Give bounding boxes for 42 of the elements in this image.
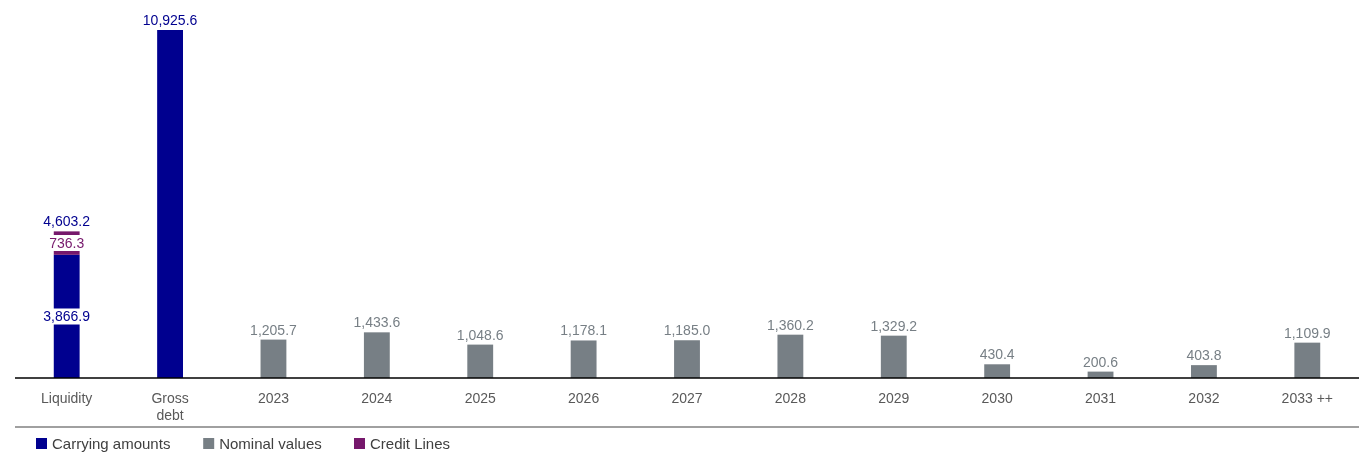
legend-label: Credit Lines	[370, 435, 451, 452]
x-tick-label: 2032	[1188, 390, 1220, 406]
x-tick-label: 2024	[361, 390, 393, 406]
bar	[570, 340, 597, 378]
bar	[157, 30, 183, 378]
data-label: 1,329.2	[870, 317, 918, 334]
x-tick-label: 2026	[568, 390, 600, 406]
bar	[1294, 342, 1321, 378]
bar	[777, 334, 804, 378]
x-tick-label: 2025	[464, 390, 497, 406]
x-tick-label: 2029	[878, 390, 910, 406]
bar	[1191, 365, 1217, 378]
x-tick-label: Gross debt	[151, 390, 189, 423]
x-tick-label: 2027	[671, 390, 703, 406]
x-tick-label: 2031	[1084, 390, 1117, 406]
data-label: 1,048.6	[456, 326, 504, 343]
data-label: 1,433.6	[353, 314, 401, 331]
legend-label: Carrying amounts	[52, 435, 171, 452]
bar	[880, 335, 907, 378]
data-label: 3,866.9	[43, 308, 91, 325]
data-label: 1,205.7	[250, 321, 298, 338]
data-label: 1,185.0	[663, 322, 711, 339]
bar	[260, 339, 287, 378]
data-label: 1,360.2	[767, 316, 814, 333]
x-tick-label: 2030	[981, 390, 1013, 406]
data-label: 736.3	[49, 235, 85, 252]
data-label: 200.6	[1083, 353, 1119, 370]
x-tick-label: Liquidity	[41, 390, 93, 406]
total-label: 4,603.2	[43, 213, 91, 230]
data-label: 1,178.1	[560, 322, 608, 339]
bar	[674, 340, 700, 378]
data-label: 403.8	[1186, 347, 1222, 364]
data-label: 430.4	[979, 346, 1015, 363]
legend-label: Nominal values	[219, 435, 322, 452]
bar	[984, 364, 1011, 378]
x-tick-label: 2023	[257, 390, 290, 406]
x-tick-label: 2028	[774, 390, 807, 406]
bar	[467, 344, 494, 378]
bar	[363, 332, 390, 378]
data-label: 10,925.6	[142, 12, 198, 28]
data-label: 1,109.9	[1283, 324, 1331, 341]
x-tick-label: 2033 ++	[1281, 390, 1333, 406]
